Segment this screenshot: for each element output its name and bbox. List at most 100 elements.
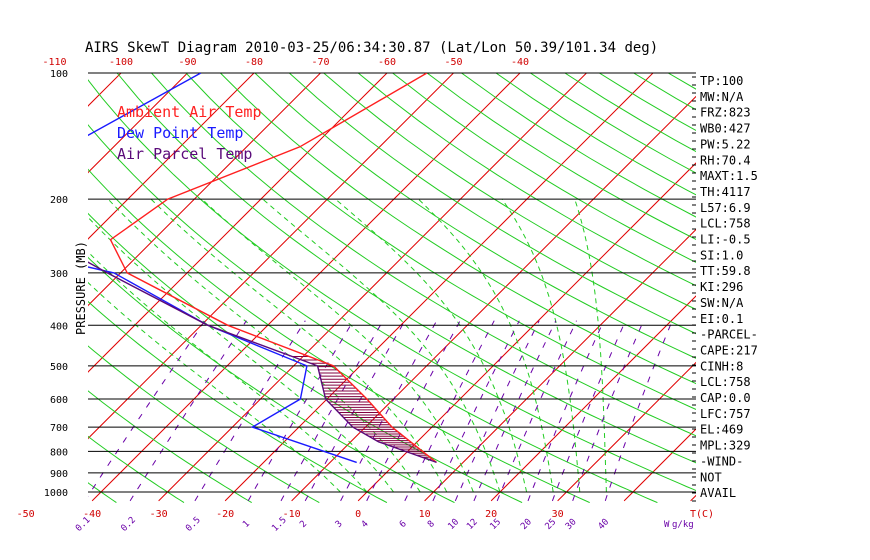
top-temperature-tick-label: -50 bbox=[444, 57, 462, 68]
isotherm-line bbox=[0, 43, 18, 500]
index-entry: RH:70.4 bbox=[700, 153, 751, 167]
index-entry: TH:4117 bbox=[700, 185, 751, 199]
bottom-temperature-tick-label: 10 bbox=[419, 509, 431, 520]
mixing-ratio-tick-label: 40 bbox=[597, 517, 612, 532]
index-entry: WB0:427 bbox=[700, 122, 751, 136]
mixing-ratio-unit-label: g/kg bbox=[672, 520, 694, 530]
mixing-ratio-tick-label: 30 bbox=[564, 517, 579, 532]
bottom-temperature-tick-label: -20 bbox=[216, 509, 234, 520]
legend-entry: Air Parcel Temp bbox=[117, 145, 252, 163]
dry-adiabat-line bbox=[116, 73, 696, 464]
isotherm-line bbox=[557, 361, 696, 502]
legend: Ambient Air Temp Dew Point Temp Air Parcel… bbox=[117, 103, 262, 163]
bottom-temperature-tick-label: -50 bbox=[17, 509, 35, 520]
index-entry: LFC:757 bbox=[700, 407, 751, 421]
index-entry: CINH:8 bbox=[700, 359, 743, 373]
moist-adiabat-line bbox=[335, 198, 528, 493]
mixing-ratio-tick-label: 3 bbox=[334, 519, 345, 530]
mixing-ratio-tick-label: 20 bbox=[519, 517, 534, 532]
isotherm-line bbox=[88, 73, 388, 373]
isotherm-line bbox=[0, 43, 84, 500]
index-entry: CAPE:217 bbox=[700, 343, 758, 357]
index-entry: CAP:0.0 bbox=[700, 391, 751, 405]
mixing-ratio-tick-label: 10 bbox=[446, 517, 461, 532]
chart-title: AIRS SkewT Diagram 2010-03-25/06:34:30.8… bbox=[85, 40, 658, 56]
isotherm-line bbox=[490, 295, 696, 502]
temperature-unit-label: T(C) bbox=[690, 509, 714, 520]
moist-adiabat-line bbox=[88, 251, 368, 493]
dry-adiabat-line bbox=[88, 256, 455, 503]
isotherm-line bbox=[424, 228, 696, 502]
mixing-ratio-tick-label: 8 bbox=[426, 519, 437, 530]
dry-adiabat-line bbox=[426, 73, 696, 241]
pressure-tick-label: 300 bbox=[50, 269, 68, 280]
index-entry: MPL:329 bbox=[700, 439, 751, 453]
index-entry: AVAIL bbox=[700, 486, 736, 500]
isotherm-line bbox=[357, 162, 696, 502]
mixing-ratio-tick-label: 4 bbox=[360, 519, 371, 530]
mixing-ratio-tick-label: 1 bbox=[241, 519, 252, 530]
mixing-ratio-line bbox=[572, 320, 644, 502]
pressure-tick-label: 200 bbox=[50, 195, 68, 206]
bottom-temperature-tick-label: 0 bbox=[355, 509, 361, 520]
dry-adiabat-line bbox=[150, 73, 696, 437]
index-entry: L57:6.9 bbox=[700, 201, 751, 215]
dry-adiabat-line bbox=[88, 345, 320, 503]
pressure-tick-label: 800 bbox=[50, 447, 68, 458]
index-entry: MAXT:1.5 bbox=[700, 169, 758, 183]
dew-point-temp-line bbox=[88, 73, 357, 464]
index-entry: EI:0.1 bbox=[700, 312, 743, 326]
mixing-ratio-line bbox=[88, 320, 206, 497]
index-entry: LI:-0.5 bbox=[700, 233, 751, 247]
dry-adiabat-line bbox=[288, 73, 696, 335]
top-temperature-tick-label: -60 bbox=[378, 57, 396, 68]
top-temperature-tick-label: -100 bbox=[109, 57, 133, 68]
bottom-temperature-tick-label: -10 bbox=[283, 509, 301, 520]
mixing-ratio-unit-prefix: W bbox=[664, 520, 670, 530]
dry-adiabat-line bbox=[88, 168, 590, 503]
moist-adiabat-line bbox=[201, 198, 474, 493]
pressure-tick-label: 700 bbox=[50, 423, 68, 434]
background-lines bbox=[0, 43, 696, 503]
isotherm-line bbox=[88, 73, 189, 174]
dry-adiabat-line bbox=[88, 124, 658, 503]
bottom-temperature-tick-label: 30 bbox=[552, 509, 564, 520]
mixing-ratio-tick-label: 0.2 bbox=[119, 515, 138, 534]
mixing-ratio-tick-label: 0.5 bbox=[184, 515, 203, 534]
mixing-ratio-line bbox=[496, 320, 577, 502]
mixing-ratio-line bbox=[604, 320, 673, 502]
pressure-tick-label: 900 bbox=[50, 469, 68, 480]
bottom-temperature-tick-label: -40 bbox=[83, 509, 101, 520]
moist-adiabat-line bbox=[150, 198, 448, 493]
pressure-tick-label: 100 bbox=[50, 69, 68, 80]
mixing-ratio-tick-label: 6 bbox=[398, 519, 409, 530]
index-entry: NOT bbox=[700, 470, 722, 484]
isotherm-line bbox=[88, 73, 455, 440]
index-entry: MW:N/A bbox=[700, 90, 744, 104]
index-entry: EL:469 bbox=[700, 423, 743, 437]
isotherm-line bbox=[158, 73, 588, 502]
index-entry: LCL:758 bbox=[700, 217, 751, 231]
dry-adiabat-line bbox=[88, 435, 185, 503]
top-temperature-tick-label: -80 bbox=[245, 57, 263, 68]
dry-adiabat-line bbox=[357, 73, 696, 287]
pressure-tick-label: 600 bbox=[50, 395, 68, 406]
isotherm-line bbox=[91, 73, 521, 502]
index-entry: PW:5.22 bbox=[700, 137, 751, 151]
mixing-ratio-line bbox=[404, 320, 495, 502]
index-entry: KI:296 bbox=[700, 280, 743, 294]
moist-adiabat-line bbox=[418, 198, 554, 493]
mixing-ratio-line bbox=[473, 320, 557, 502]
moist-adiabat-line bbox=[88, 216, 394, 493]
index-entry: -PARCEL- bbox=[700, 328, 758, 342]
index-entry: SI:1.0 bbox=[700, 248, 743, 262]
air-parcel-temp-line bbox=[88, 261, 437, 464]
mixing-ratio-tick-label: 2 bbox=[298, 519, 309, 530]
ambient-air-temp-line bbox=[109, 73, 437, 463]
mixing-ratio-line bbox=[454, 320, 540, 502]
legend-entry: Ambient Air Temp bbox=[117, 103, 262, 121]
mixing-ratio-line bbox=[432, 320, 520, 502]
index-entry: LCL:758 bbox=[700, 375, 751, 389]
isotherm-line bbox=[224, 73, 654, 502]
